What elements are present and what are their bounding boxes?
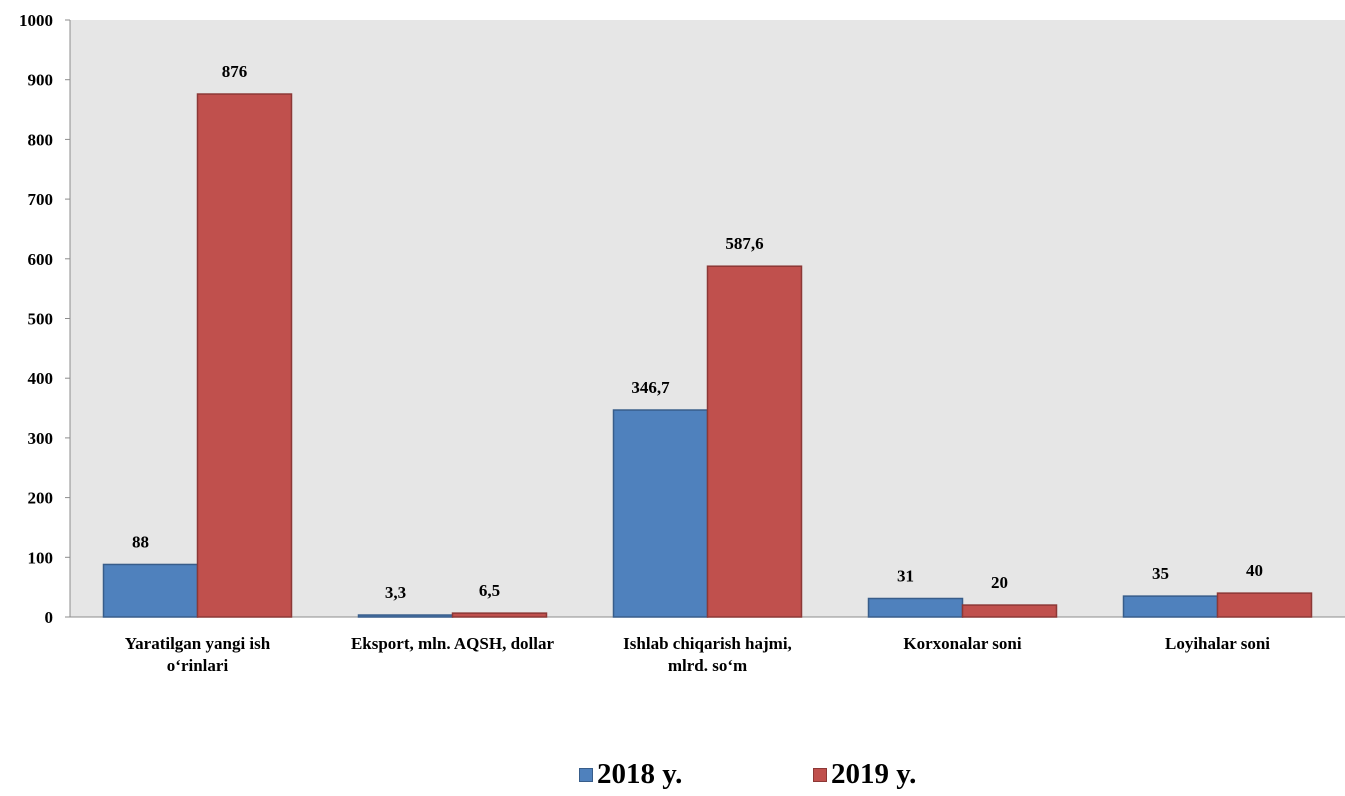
bar-2018-3	[867, 597, 964, 618]
category-label: Eksport, mln. AQSH, dollar	[313, 633, 593, 655]
category-label: Korxonalar soni	[823, 633, 1103, 655]
y-tick-label: 800	[28, 130, 54, 149]
legend-swatch-2018	[579, 767, 593, 782]
y-axis-ticks: 0 100 200 300 400 500 600 700 800 900 1000	[19, 11, 70, 627]
data-label: 88	[132, 532, 149, 551]
data-label: 3,3	[385, 583, 406, 602]
legend-item-2018: 2018 y.	[579, 758, 682, 791]
legend-swatch-2019	[813, 767, 827, 782]
bar-2018-4	[1122, 595, 1219, 618]
y-tick-label: 300	[28, 429, 54, 448]
bar-2018-1	[357, 614, 454, 618]
legend: 2018 y. 2019 y.	[0, 758, 1345, 794]
bar-2018-2	[612, 409, 709, 618]
y-tick-label: 600	[28, 250, 54, 269]
bar-2019-0	[196, 93, 293, 618]
category-label-line: Loyihalar soni	[1164, 634, 1271, 653]
category-label: Yaratilgan yangi ish o‘rinlari	[58, 633, 338, 677]
category-label-line: o‘rinlari	[166, 656, 229, 675]
y-tick-label: 100	[28, 548, 54, 567]
category-label: Loyihalar soni	[1078, 633, 1345, 655]
bar-2018-0	[102, 563, 199, 618]
category-label-line: Ishlab chiqarish hajmi,	[623, 634, 792, 653]
category-label-line: Eksport, mln. AQSH, dollar	[350, 634, 555, 653]
y-tick-label: 200	[28, 489, 54, 508]
data-label: 876	[222, 62, 248, 81]
data-label: 31	[897, 566, 914, 585]
data-label: 346,7	[631, 378, 670, 397]
category-label: Ishlab chiqarish hajmi, mlrd. so‘m	[568, 633, 848, 677]
legend-label-2019: 2019 y.	[831, 758, 917, 790]
bar-2019-3	[961, 604, 1058, 618]
bar-2019-4	[1216, 592, 1313, 618]
legend-label-2018: 2018 y.	[597, 758, 683, 790]
data-label: 6,5	[479, 581, 500, 600]
y-tick-label: 1000	[19, 11, 53, 30]
data-label: 20	[991, 573, 1008, 592]
data-labels-group: 88 876 3,3 6,5 346,7 587,6 31 20 35 40	[132, 62, 1263, 602]
data-label: 587,6	[725, 234, 763, 253]
y-tick-label: 900	[28, 71, 54, 90]
y-tick-label: 400	[28, 369, 54, 388]
category-label-line: Korxonalar soni	[903, 634, 1022, 653]
y-tick-label: 500	[28, 310, 54, 329]
y-tick-label: 0	[45, 608, 54, 627]
category-label-line: Yaratilgan yangi ish	[124, 634, 271, 653]
data-label: 40	[1246, 561, 1263, 580]
legend-item-2019: 2019 y.	[813, 758, 916, 791]
bar-2019-2	[706, 265, 803, 618]
category-label-line: mlrd. so‘m	[667, 656, 748, 675]
y-tick-label: 700	[28, 190, 54, 209]
bars-group	[102, 93, 1313, 618]
bar-2019-1	[451, 612, 548, 618]
data-label: 35	[1152, 564, 1169, 583]
